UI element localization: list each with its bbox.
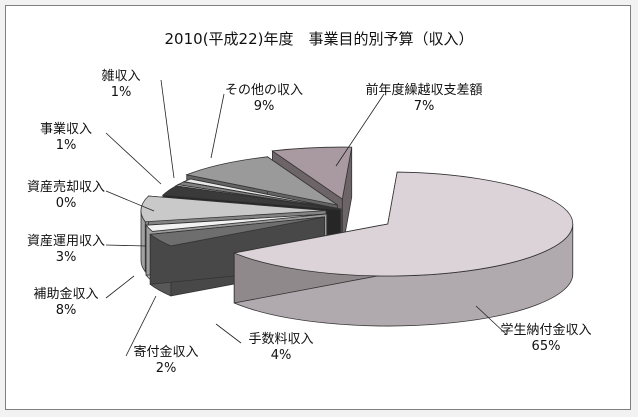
pie-slice-top <box>232 171 574 277</box>
slice-label: 前年度繰越収支差額 <box>365 82 482 98</box>
leader-line <box>105 190 155 212</box>
leader-line <box>210 93 225 159</box>
slice-label: 事業収入 <box>40 121 92 137</box>
slice-value-label: 7% <box>414 99 435 114</box>
pie-slice-top <box>145 213 327 232</box>
chart-area: 2010(平成22)年度 事業目的別予算（収入） 学生納付金収入 65% 手数料収入… <box>5 5 631 410</box>
leader-line <box>125 295 157 357</box>
chart-title: 2010(平成22)年度 事業目的別予算（収入） <box>165 30 474 48</box>
slice-label: 雑収入 <box>101 68 140 84</box>
pie-slice-top <box>271 146 353 200</box>
slice-value-label: 2% <box>156 361 177 376</box>
slice-value-label: 65% <box>532 339 561 354</box>
slices-layer <box>140 146 574 327</box>
slice-value-label: 3% <box>56 250 77 265</box>
slice-label: 手数料収入 <box>248 332 313 347</box>
slice-value-label: 1% <box>56 138 77 153</box>
slice-value-label: 9% <box>254 99 275 114</box>
slice-label: 学生納付金収入 <box>500 322 591 338</box>
slice-value-label: 8% <box>56 303 77 318</box>
pie-slice-top <box>140 195 327 223</box>
labels-layer: 学生納付金収入65%手数料収入4%寄付金収入2%補助金収入8%資産運用収入3%資… <box>27 68 592 376</box>
leader-line <box>105 275 135 299</box>
slice-value-label: 1% <box>111 85 132 100</box>
pie-slice-top <box>149 216 325 247</box>
slice-label: 寄付金収入 <box>133 344 198 360</box>
pie-slice <box>149 216 325 297</box>
leader-line <box>105 132 162 185</box>
leader-line <box>160 79 175 179</box>
slice-label: 資産運用収入 <box>27 233 105 249</box>
pie-slice <box>232 171 574 327</box>
leader-line <box>335 93 385 167</box>
slice-value-label: 0% <box>56 196 77 211</box>
slice-label: 補助金収入 <box>33 286 98 302</box>
slice-label: その他の収入 <box>225 83 303 98</box>
leader-line <box>105 244 147 247</box>
slice-label: 資産売却収入 <box>27 179 105 195</box>
leader-line <box>215 323 242 344</box>
leader-line <box>475 305 507 335</box>
slice-value-label: 4% <box>271 348 292 363</box>
pie-slice-top <box>185 156 338 206</box>
pie-slice-top <box>161 185 341 211</box>
